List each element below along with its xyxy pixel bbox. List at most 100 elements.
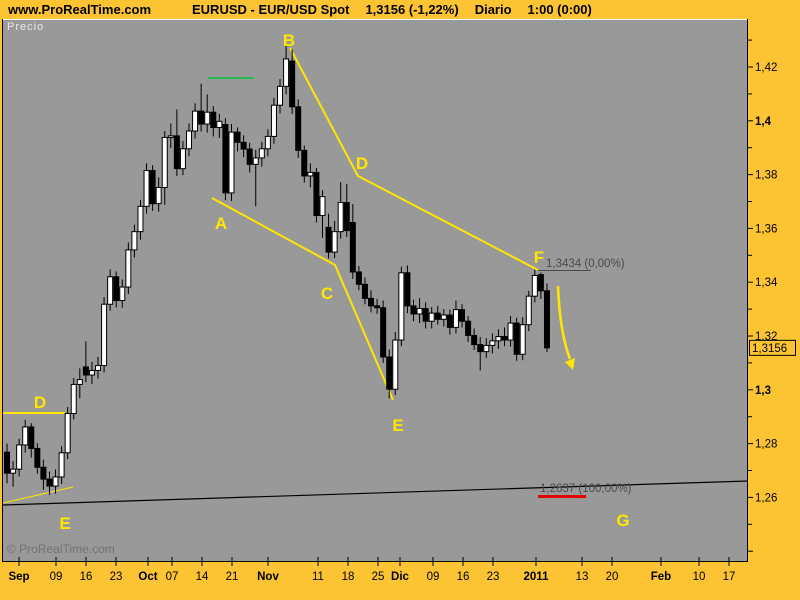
candle-body <box>155 187 162 205</box>
x-axis-label: 16 <box>457 571 470 583</box>
candle-body <box>537 274 544 292</box>
period-label: Diario <box>474 2 512 17</box>
candle-body <box>70 383 77 414</box>
candle-body <box>440 314 447 320</box>
candle-body <box>82 366 89 376</box>
fib-level-label-0: 1,3434 (0,00%) <box>546 258 625 270</box>
candle-body <box>131 231 138 251</box>
candle-body <box>531 274 538 297</box>
candle-body <box>216 120 223 129</box>
candle-body <box>28 426 35 449</box>
candle-body <box>210 111 217 129</box>
x-axis-label: 09 <box>50 571 63 583</box>
candle-body <box>337 202 344 233</box>
left-e-line <box>2 486 74 504</box>
candle-body <box>307 171 314 177</box>
pane-title: Precio <box>7 21 45 33</box>
candle-body <box>143 170 150 207</box>
candle-body <box>471 334 478 346</box>
candle-body <box>325 226 332 253</box>
down-arrow <box>556 285 572 360</box>
candle-body <box>264 135 271 150</box>
candle-body <box>228 131 235 194</box>
candle-body <box>416 308 423 315</box>
candle-body <box>167 135 174 138</box>
candle-body <box>64 412 71 454</box>
candle-body <box>295 106 302 151</box>
candle-body <box>289 60 296 108</box>
down-arrow-head <box>565 358 575 370</box>
y-axis-label: 1,26 <box>755 492 777 504</box>
candle-body <box>16 444 23 470</box>
x-axis-label: Oct <box>138 571 157 583</box>
candle-body <box>398 272 405 341</box>
candle-body <box>422 308 429 322</box>
wave-letter-B: B <box>283 31 295 50</box>
candle-body <box>192 110 199 132</box>
candle-body <box>52 476 59 487</box>
candle-body <box>355 271 362 285</box>
candle-body <box>125 249 132 288</box>
candle-body <box>446 314 453 328</box>
candle-body <box>349 221 356 273</box>
candle-body <box>95 365 102 371</box>
candle-body <box>234 131 241 143</box>
candle-body <box>222 124 229 194</box>
candle-body <box>101 303 108 367</box>
candle-body <box>513 322 520 355</box>
candle-body <box>301 149 308 177</box>
candle-body <box>368 297 375 307</box>
y-axis-label: 1,28 <box>755 439 777 451</box>
candle-body <box>40 466 47 480</box>
last-price-badge <box>749 339 796 356</box>
candle-body <box>34 447 41 468</box>
fib-level-label-1: 1,2637 (100,00%) <box>540 483 632 495</box>
candle-body <box>88 369 95 376</box>
chart-title: EURUSD - EUR/USD Spot 1,3156 (-1,22%) Di… <box>192 2 592 17</box>
site-link[interactable]: www.ProRealTime.com <box>8 2 152 17</box>
y-axis-label: 1,34 <box>755 277 778 289</box>
x-axis-label: 2011 <box>524 571 550 583</box>
candle-body <box>525 295 532 326</box>
candle-body <box>258 148 265 159</box>
x-axis-label: 20 <box>606 571 619 583</box>
wave-b-d-f <box>289 47 539 271</box>
candle-body <box>489 340 496 346</box>
candle-body <box>186 130 193 150</box>
y-axis-label: 1,4 <box>755 116 772 128</box>
session-label: 1:00 (0:00) <box>527 2 592 17</box>
candle-body <box>240 141 247 150</box>
x-axis-label: 17 <box>723 571 736 583</box>
candle-body <box>283 58 290 87</box>
candle-body <box>58 452 65 478</box>
candle-body <box>22 426 29 446</box>
candle-body <box>404 272 411 307</box>
candle-body <box>361 283 368 299</box>
candle-body <box>434 312 441 320</box>
candle-body <box>113 276 120 301</box>
candle-body <box>313 171 320 216</box>
candle-body <box>392 339 399 390</box>
x-axis-label: 18 <box>342 571 355 583</box>
x-axis-label: 23 <box>110 571 123 583</box>
candle-body <box>319 196 326 216</box>
last-price-badge-text: 1,3156 <box>752 343 787 355</box>
instrument-name: EURUSD - EUR/USD Spot <box>192 2 350 17</box>
candle-body <box>204 111 211 125</box>
candle-body <box>119 286 126 301</box>
wave-letter-D: D <box>356 154 368 173</box>
candle-body <box>10 468 17 474</box>
candle-body <box>543 290 550 349</box>
x-axis-label: 25 <box>372 571 385 583</box>
quote-value: 1,3156 (-1,22%) <box>365 2 459 17</box>
candle-body <box>277 85 284 106</box>
y-axis-label: 1,38 <box>755 170 777 182</box>
candle-body <box>198 110 205 125</box>
candle-body <box>452 309 459 328</box>
copyright-watermark: © ProRealTime.com <box>7 542 115 556</box>
candle-body <box>519 324 526 355</box>
wave-a-c-e <box>211 197 394 401</box>
y-axis-label: 1,42 <box>755 62 777 74</box>
wave-letter-A: A <box>215 214 227 233</box>
